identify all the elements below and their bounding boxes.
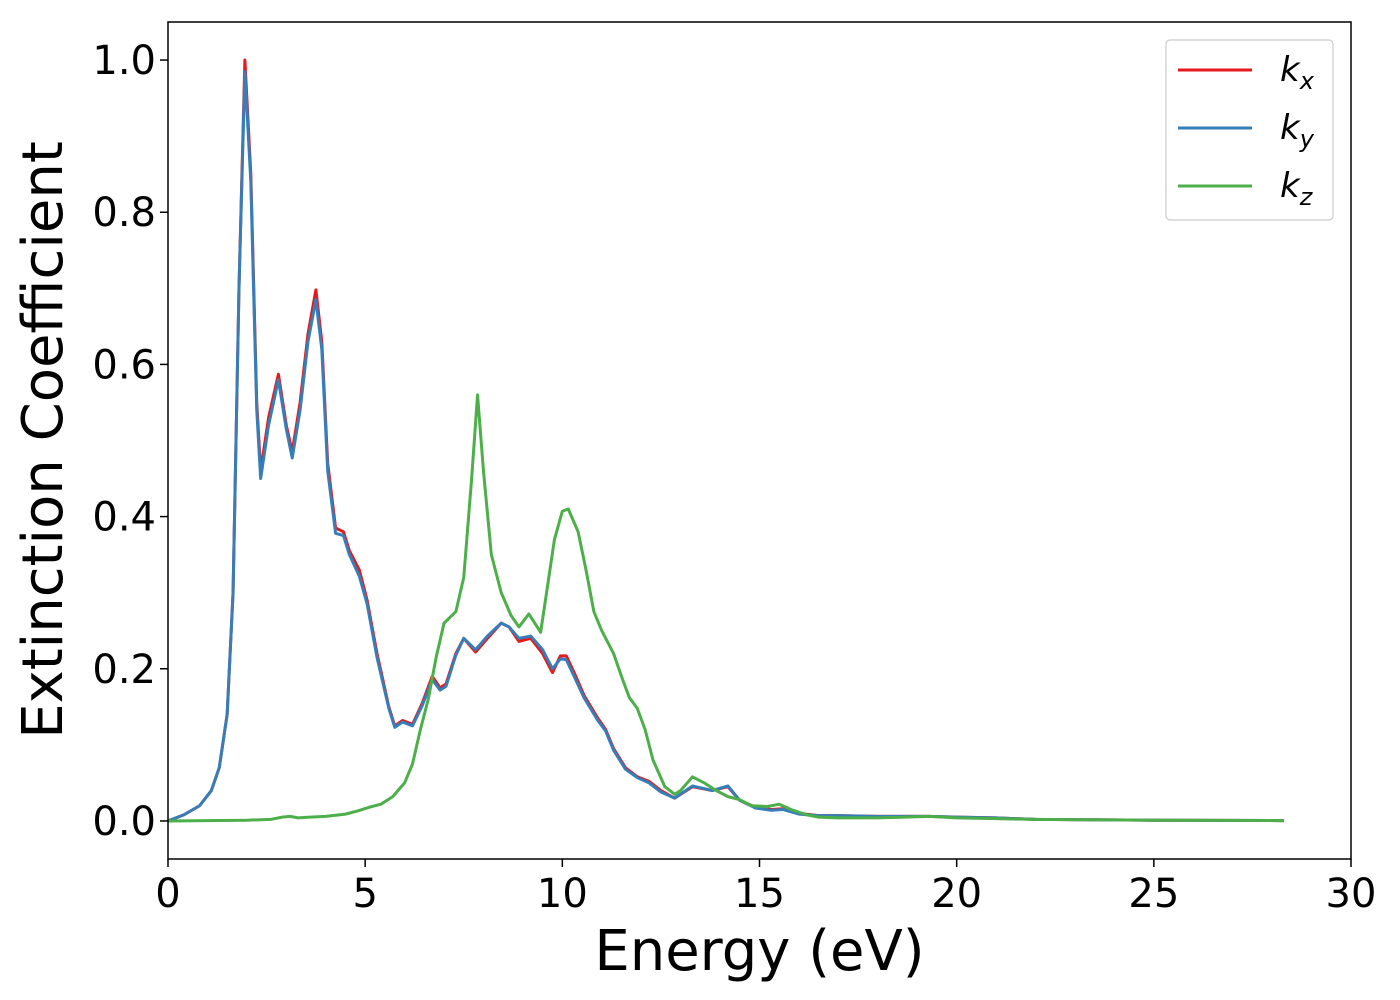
legend-entry-z: kz xyxy=(1178,166,1314,211)
y-axis-label: Extinction Coefficient xyxy=(11,141,76,739)
series-lines xyxy=(167,58,1284,823)
x-tick-label: 30 xyxy=(1326,871,1377,917)
series-line-y xyxy=(167,69,1284,823)
y-tick-label: 0.6 xyxy=(92,342,156,388)
series-line-x xyxy=(167,58,1284,823)
x-axis-label: Energy (eV) xyxy=(594,919,924,984)
x-tick-label: 5 xyxy=(352,871,377,917)
legend-entry-y: ky xyxy=(1178,108,1315,153)
y-tick-label: 0.8 xyxy=(92,190,156,236)
legend-label: kz xyxy=(1280,166,1314,211)
axis-ticks: 0 5 10 15 20 25 30 0.0 0.2 0.4 0.6 0.8 1.0 xyxy=(92,38,1376,917)
y-tick-label: 0.4 xyxy=(92,495,156,541)
x-tick-label: 25 xyxy=(1128,871,1179,917)
legend-entry-x: kx xyxy=(1178,50,1315,95)
x-tick-label: 10 xyxy=(537,871,588,917)
series-line-z xyxy=(167,393,1284,823)
legend-label: kx xyxy=(1280,50,1315,95)
x-tick-label: 0 xyxy=(155,871,180,917)
legend-box xyxy=(1165,39,1334,221)
y-tick-label: 1.0 xyxy=(92,38,156,84)
x-tick-label: 20 xyxy=(931,871,982,917)
y-tick-label: 0.0 xyxy=(92,799,156,845)
legend: kx ky kz xyxy=(1165,39,1334,221)
y-tick-label: 0.2 xyxy=(92,647,156,693)
legend-label: ky xyxy=(1280,108,1315,153)
x-tick-label: 15 xyxy=(734,871,785,917)
